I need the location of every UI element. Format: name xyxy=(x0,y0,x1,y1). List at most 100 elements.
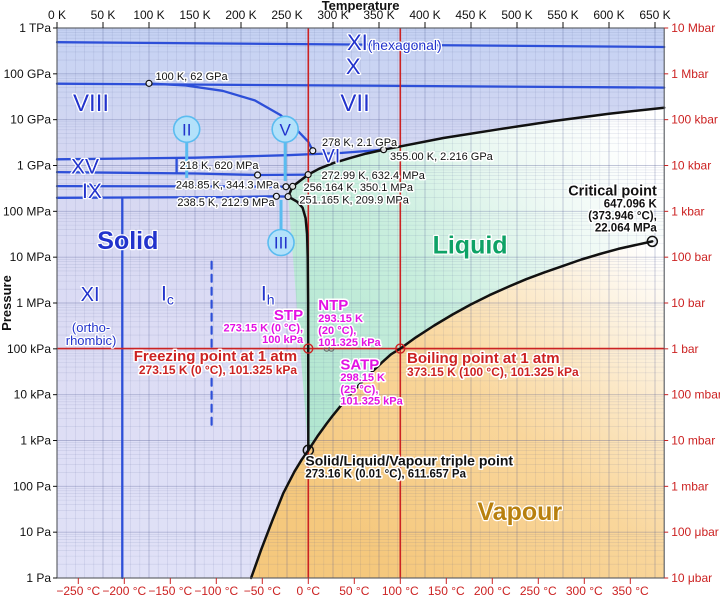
circled-label-text: V xyxy=(279,120,291,139)
ntp-line: (20 °C), xyxy=(318,325,356,337)
right-tick-label: 1 bar xyxy=(671,342,698,356)
phase-regions xyxy=(57,28,665,578)
phase-label-(ortho-: (ortho- xyxy=(72,320,110,335)
point-annotation: 251.165 K, 209.9 MPa xyxy=(299,195,409,207)
y-axis-title: Pressure xyxy=(0,275,14,331)
phase-label-suffix: (hexagonal) xyxy=(368,37,442,53)
critical-point-line: 22.064 MPa xyxy=(595,222,658,234)
phase-label-x: X xyxy=(346,54,361,79)
triple-point-marker xyxy=(309,147,317,155)
blue-boundary xyxy=(55,184,288,188)
phase-label-ix: IX xyxy=(82,180,102,203)
triple-point-marker xyxy=(304,171,312,179)
critical-point-line: (373.946 °C), xyxy=(588,211,657,223)
top-tick-label: 50 K xyxy=(91,8,116,22)
triple-point-marker xyxy=(380,146,388,154)
top-tick-label: 250 K xyxy=(271,8,302,22)
right-tick-label: 1 mbar xyxy=(671,479,708,493)
key-point-marker xyxy=(302,444,315,457)
right-tick-label: 10 mbar xyxy=(671,433,715,447)
right-tick-label: 10 μbar xyxy=(671,571,712,585)
phase-label-main: VII xyxy=(340,90,369,117)
phase-label-main: VIII xyxy=(73,90,109,117)
triple-point-marker xyxy=(289,182,297,190)
blue-boundary xyxy=(147,82,314,152)
left-tick-label: 100 MPa xyxy=(3,204,51,218)
phase-label-main: rhombic) xyxy=(66,333,117,348)
ntp-satp-marker xyxy=(328,345,335,352)
phase-label-xv: XV xyxy=(71,155,99,178)
bottom-tick-label: −200 °C xyxy=(102,584,146,598)
phase-label-main: Solid xyxy=(97,227,158,255)
right-tick-label: 10 Mbar xyxy=(671,21,715,35)
bottom-tick-label: 150 °C xyxy=(428,584,465,598)
satp-line: (25 °C), xyxy=(340,384,378,396)
bottom-tick-label: 300 °C xyxy=(566,584,603,598)
phase-label-xi: XI xyxy=(81,284,100,306)
atm-point-marker xyxy=(395,343,406,354)
left-tick-label: 10 Pa xyxy=(20,525,52,539)
bottom-tick-label: −100 °C xyxy=(194,584,238,598)
phase-label-solid: Solid xyxy=(97,227,158,255)
point-annotations: 100 K, 62 GPa 278 K, 2.1 GPa 355.00 K, 2.2… xyxy=(154,69,495,210)
right-tick-label: 100 mbar xyxy=(671,388,720,402)
phase-label-vapour: Vapour xyxy=(477,498,562,526)
phase-label-main: XI xyxy=(347,30,368,55)
critical-point-line: Critical point xyxy=(568,183,657,199)
triple-point-line: 273.16 K (0.01 °C), 611.657 Pa xyxy=(305,469,466,481)
point-annotation: 355.00 K, 2.216 GPa xyxy=(390,151,494,163)
bottom-tick-label: 250 °C xyxy=(520,584,557,598)
triple-point-marker xyxy=(272,192,281,200)
phase-label-viii: VIII xyxy=(73,90,109,117)
blue-boundary xyxy=(55,148,385,161)
critical-point-line: 647.096 K xyxy=(604,199,658,211)
stp-line: 100 kPa xyxy=(262,334,304,346)
phase-label-main: X xyxy=(346,54,361,79)
triple-point-marker xyxy=(253,171,262,179)
blue-boundary xyxy=(55,41,666,49)
bottom-tick-label: 100 °C xyxy=(382,584,419,598)
top-tick-label: 0 K xyxy=(48,8,66,22)
bottom-tick-label: −50 °C xyxy=(244,584,281,598)
phase-label-main: I xyxy=(261,283,267,306)
left-tick-label: 1 Pa xyxy=(26,571,51,585)
x-axis-title: Temperature xyxy=(322,0,400,13)
left-tick-label: 100 GPa xyxy=(4,67,52,81)
top-tick-label: 450 K xyxy=(455,8,486,22)
satp-line: 298.15 K xyxy=(340,372,385,384)
grid xyxy=(56,27,665,579)
ntp-line: 293.15 K xyxy=(318,313,363,325)
bottom-tick-label: 0 °C xyxy=(297,584,321,598)
phase-label-rhombic): rhombic) xyxy=(66,333,117,348)
ice-phase-boundaries xyxy=(55,41,666,580)
right-tick-label: 100 bar xyxy=(671,250,712,264)
point-annotation: 218 K, 620 MPa xyxy=(180,160,260,172)
top-tick-label: 400 K xyxy=(409,8,440,22)
boundary-melting_Ih xyxy=(286,195,310,452)
phase-label-sub: h xyxy=(267,292,275,308)
boiling-point-line: Boiling point at 1 atm xyxy=(407,350,560,367)
boundary-melting_VII xyxy=(382,106,666,151)
right-tick-label: 100 μbar xyxy=(671,525,719,539)
boundary-melting_VI xyxy=(306,148,385,176)
freezing-point-line: Freezing point at 1 atm xyxy=(134,348,297,365)
top-tick-label: 150 K xyxy=(179,8,210,22)
phase-label-main: VI xyxy=(322,146,340,167)
phase-label-main: Liquid xyxy=(433,231,508,259)
phase-label-main: (ortho- xyxy=(72,320,110,335)
left-tick-label: 100 kPa xyxy=(7,342,51,356)
bottom-tick-label: 50 °C xyxy=(339,584,369,598)
phase-label-sub: c xyxy=(167,292,174,308)
boundary-vaporization xyxy=(307,240,654,452)
left-tick-label: 10 GPa xyxy=(10,113,51,127)
top-tick-label: 350 K xyxy=(363,8,394,22)
bottom-tick-label: −250 °C xyxy=(56,584,100,598)
top-tick-label: 600 K xyxy=(593,8,624,22)
region-solid xyxy=(57,28,665,578)
phase-label-i: Ic xyxy=(161,283,174,308)
